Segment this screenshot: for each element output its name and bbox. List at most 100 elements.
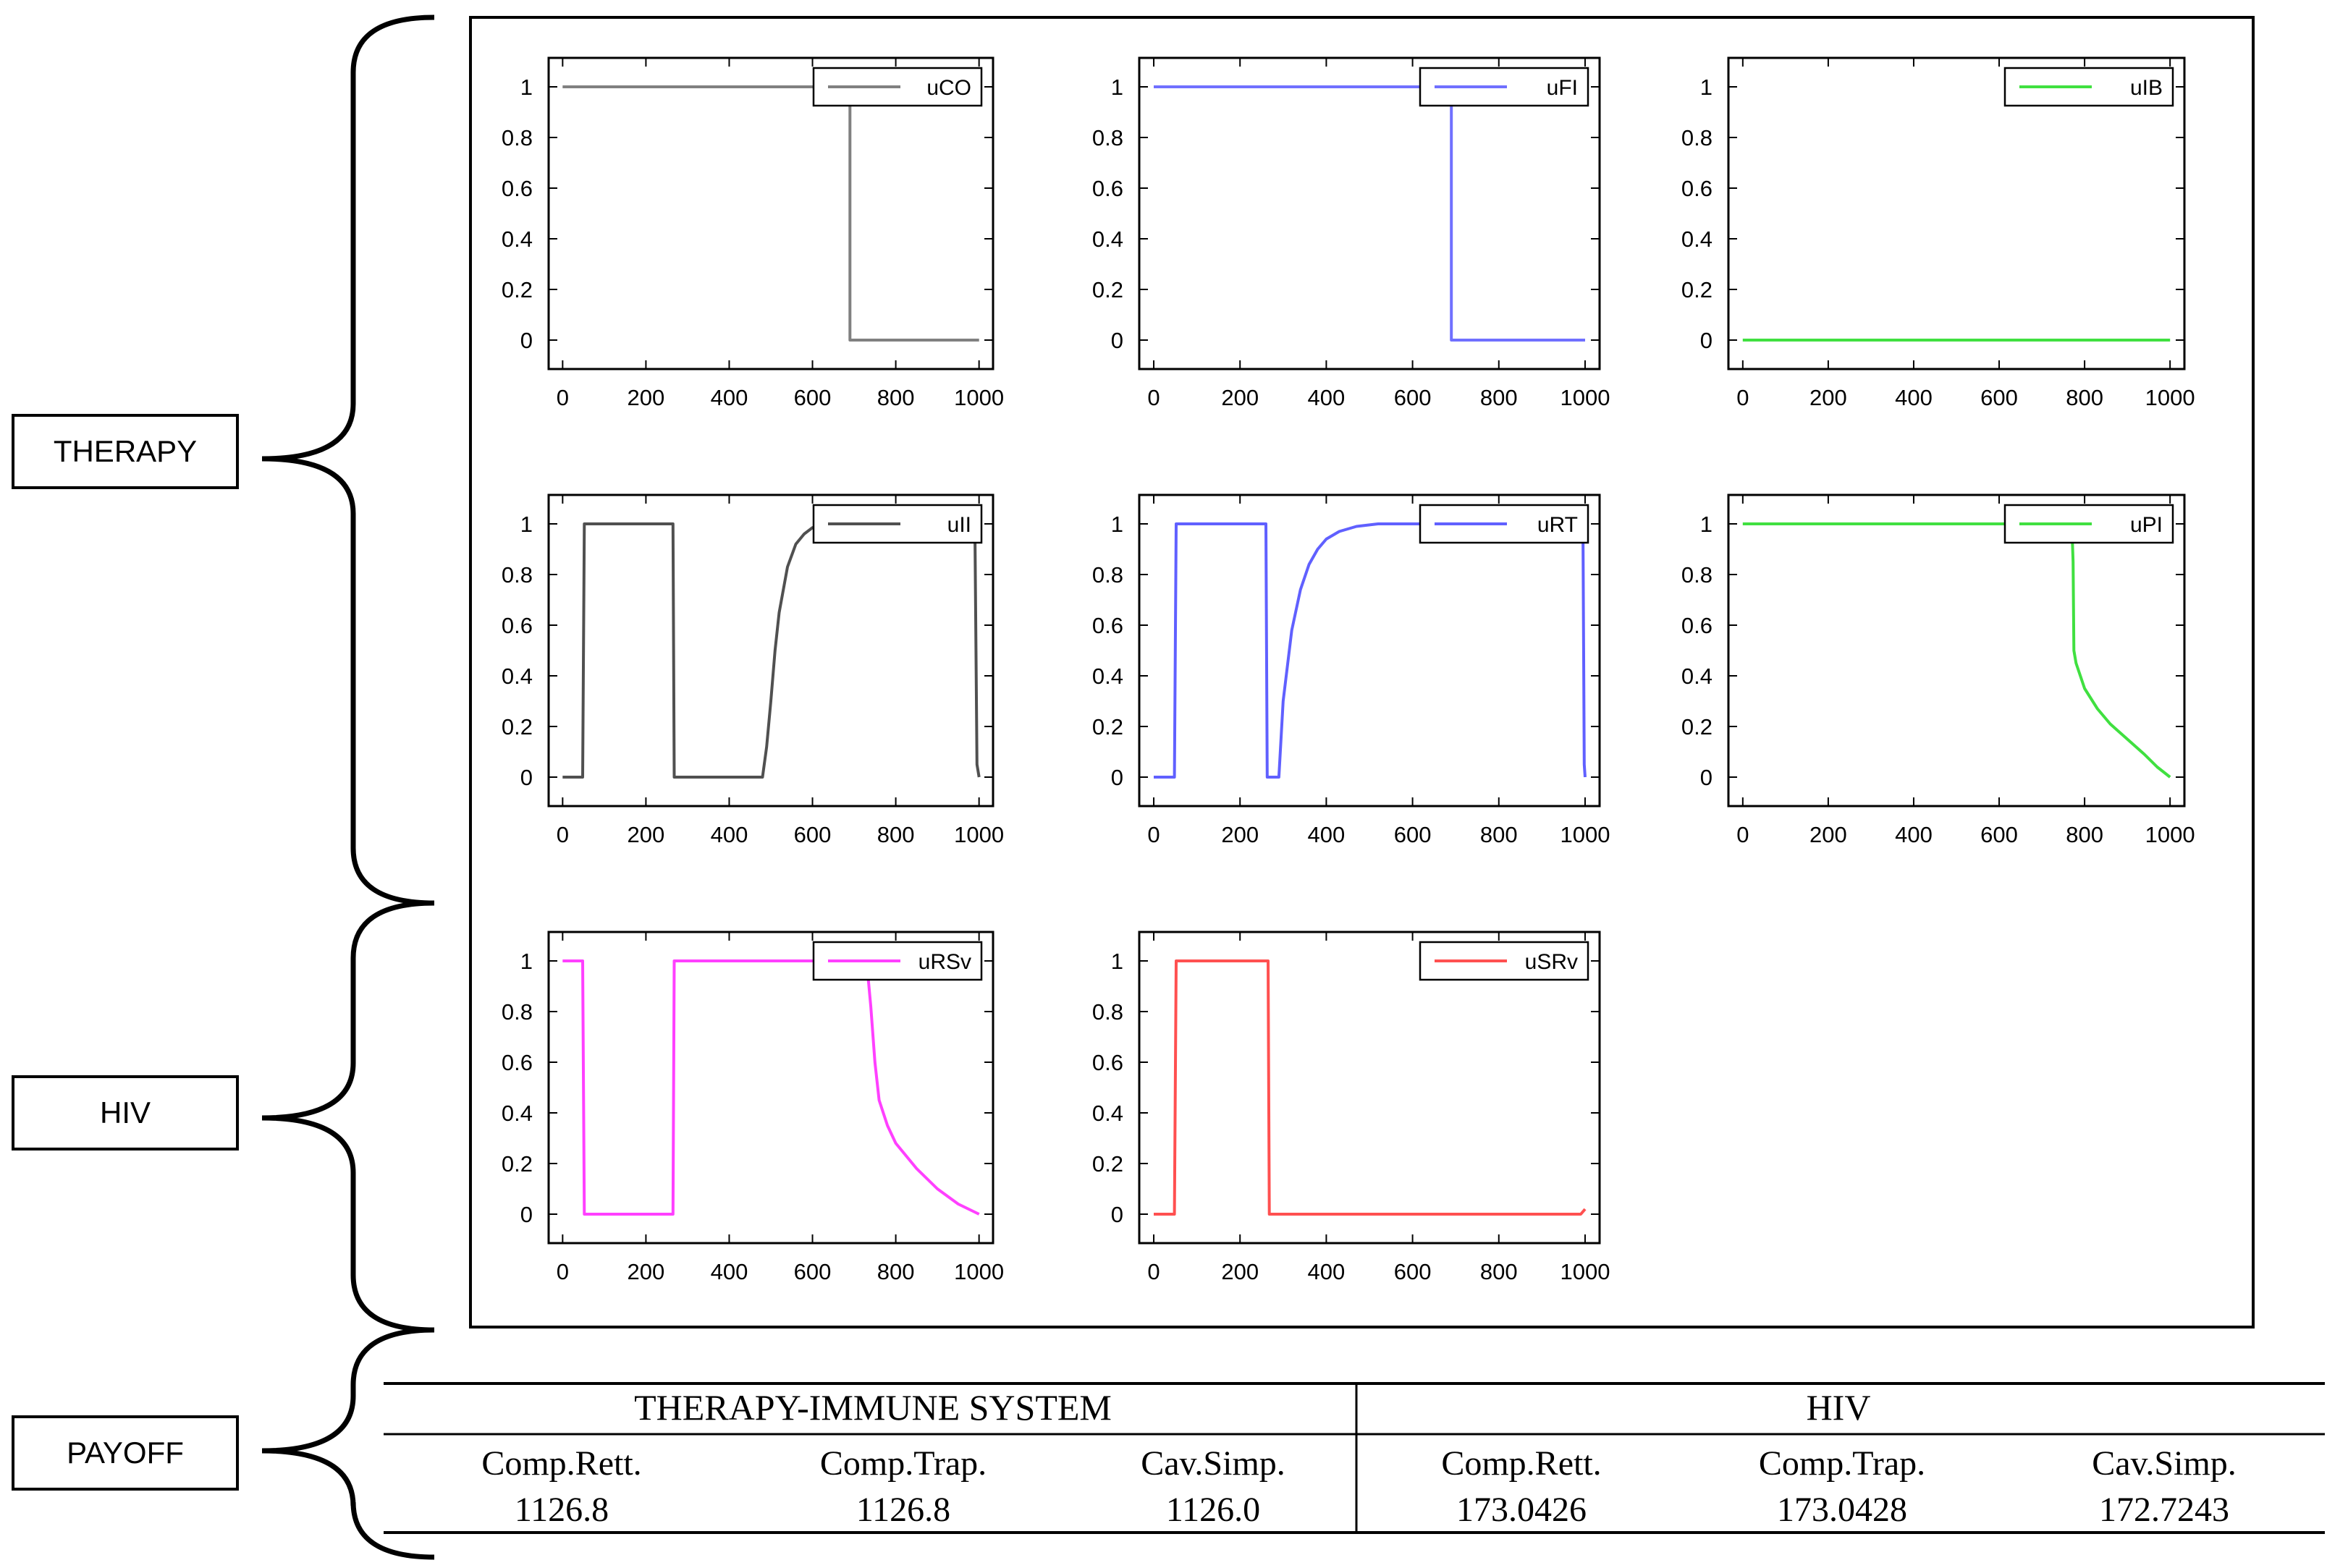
x-tick-label: 600 — [794, 385, 832, 410]
y-tick-label: 0 — [1111, 328, 1123, 353]
payoff-table: THERAPY-IMMUNE SYSTEM HIV Comp.Rett. Comp.T… — [384, 1382, 2325, 1534]
y-tick-label: 0.6 — [1681, 613, 1712, 638]
y-tick-label: 0.2 — [1092, 1151, 1123, 1177]
x-tick-label: 400 — [711, 822, 748, 847]
subplot-uFI: 0 200 400 600 800 1000 0 0.2 0.4 0.6 0.8 1 uFI — [1092, 56, 1610, 410]
axes-box — [547, 493, 994, 808]
series-line-uCO — [562, 85, 979, 342]
x-tick-label: 800 — [1480, 385, 1518, 410]
x-tick-label: 400 — [1895, 822, 1933, 847]
y-tick-label: 0.8 — [1681, 125, 1712, 151]
y-tick-label: 0.6 — [1681, 176, 1712, 201]
y-tick-label: 0 — [520, 765, 533, 790]
y-tick-label: 0.8 — [1092, 125, 1123, 151]
x-tick-label: 600 — [1980, 822, 2018, 847]
payoff-value: 173.0428 — [1777, 1491, 1907, 1529]
x-tick-label: 400 — [711, 1259, 748, 1284]
x-tick-label: 0 — [1147, 1259, 1160, 1284]
therapy-label: THERAPY — [12, 414, 239, 489]
legend-label: uII — [947, 513, 971, 537]
column-header: Cav.Simp. — [2092, 1444, 2237, 1483]
y-tick-label: 0 — [520, 1202, 533, 1227]
y-tick-label: 1 — [1111, 512, 1123, 537]
payoff-value: 173.0426 — [1456, 1491, 1587, 1529]
y-tick-label: 0 — [1111, 765, 1123, 790]
y-tick-label: 0.2 — [502, 1151, 533, 1177]
x-tick-label: 0 — [557, 1259, 569, 1284]
subplot-uIB: 0 200 400 600 800 1000 0 0.2 0.4 0.6 0.8 1 uIB — [1681, 56, 2195, 410]
payoff-value: 1126.8 — [515, 1491, 609, 1529]
group-header: HIV — [1807, 1387, 1871, 1428]
y-tick-label: 0.6 — [502, 176, 533, 201]
x-tick-label: 1000 — [1560, 385, 1610, 410]
y-tick-label: 1 — [1111, 949, 1123, 974]
x-tick-label: 200 — [1221, 1259, 1259, 1284]
y-tick-label: 0.4 — [502, 226, 533, 252]
y-tick-label: 0.2 — [1092, 277, 1123, 302]
y-tick-label: 0.6 — [1092, 1050, 1123, 1075]
y-tick-label: 1 — [520, 949, 533, 974]
y-tick-label: 0.2 — [1092, 714, 1123, 739]
x-tick-label: 600 — [1394, 1259, 1432, 1284]
payoff-value: 172.7243 — [2099, 1491, 2229, 1529]
legend-label: uRT — [1537, 513, 1578, 537]
x-tick-label: 0 — [1736, 385, 1749, 410]
x-tick-label: 1000 — [954, 1259, 1004, 1284]
x-tick-label: 400 — [1308, 1259, 1346, 1284]
x-tick-label: 0 — [557, 385, 569, 410]
x-tick-label: 400 — [711, 385, 748, 410]
payoff-brace — [261, 1327, 435, 1560]
x-tick-label: 400 — [1895, 385, 1933, 410]
x-tick-label: 200 — [1809, 385, 1847, 410]
payoff-label: PAYOFF — [12, 1415, 239, 1491]
subplot-uPI: 0 200 400 600 800 1000 0 0.2 0.4 0.6 0.8 1 uPI — [1681, 493, 2195, 847]
y-tick-label: 0.8 — [1092, 999, 1123, 1025]
x-tick-label: 200 — [628, 822, 665, 847]
legend-label: uRSv — [918, 950, 971, 974]
y-tick-label: 0 — [520, 328, 533, 353]
x-tick-label: 800 — [877, 385, 915, 410]
y-tick-label: 1 — [1111, 75, 1123, 100]
x-tick-label: 1000 — [954, 822, 1004, 847]
y-tick-label: 0.4 — [502, 1101, 533, 1126]
y-tick-label: 1 — [520, 75, 533, 100]
x-tick-label: 400 — [1308, 822, 1346, 847]
axes-box — [1138, 931, 1601, 1245]
x-tick-label: 800 — [1480, 822, 1518, 847]
x-tick-label: 1000 — [2145, 385, 2195, 410]
x-tick-label: 0 — [557, 822, 569, 847]
payoff-value: 1126.8 — [856, 1491, 950, 1529]
y-tick-label: 0.2 — [1681, 714, 1712, 739]
legend-label: uSRv — [1525, 950, 1578, 974]
column-header: Comp.Trap. — [820, 1444, 987, 1483]
x-tick-label: 800 — [2066, 822, 2103, 847]
subplot-uCO: 0 200 400 600 800 1000 0 0.2 0.4 0.6 0.8 1 uCO — [502, 56, 1004, 410]
column-header: Cav.Simp. — [1141, 1444, 1285, 1483]
x-tick-label: 800 — [1480, 1259, 1518, 1284]
payoff-value: 1126.0 — [1166, 1491, 1260, 1529]
x-tick-label: 0 — [1147, 385, 1160, 410]
x-tick-label: 1000 — [954, 385, 1004, 410]
y-tick-label: 0 — [1700, 328, 1712, 353]
y-tick-label: 0.4 — [1092, 1101, 1123, 1126]
column-header: Comp.Rett. — [1441, 1444, 1601, 1483]
x-tick-label: 0 — [1736, 822, 1749, 847]
x-tick-label: 200 — [1809, 822, 1847, 847]
y-tick-label: 1 — [1700, 75, 1712, 100]
plots-frame — [469, 16, 2255, 1328]
x-tick-label: 1000 — [1560, 822, 1610, 847]
therapy-brace — [261, 14, 435, 906]
legend-label: uCO — [926, 76, 971, 100]
axes-box — [547, 56, 994, 370]
y-tick-label: 0.8 — [502, 999, 533, 1025]
x-tick-label: 600 — [1394, 385, 1432, 410]
x-tick-label: 400 — [1308, 385, 1346, 410]
column-header: Comp.Rett. — [481, 1444, 641, 1483]
axes-box — [1138, 56, 1601, 370]
hiv-brace — [261, 900, 435, 1333]
x-tick-label: 200 — [1221, 822, 1259, 847]
x-tick-label: 600 — [1394, 822, 1432, 847]
axes-box — [1138, 493, 1601, 808]
